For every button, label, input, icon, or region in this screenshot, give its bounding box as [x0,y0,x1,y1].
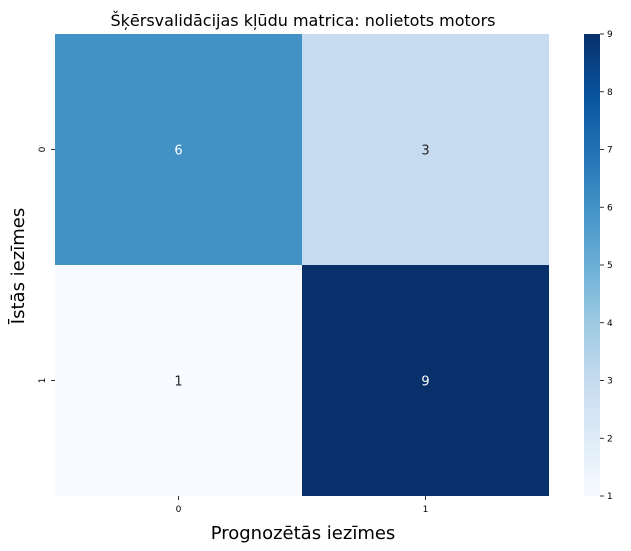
colorbar-tick-label: 5 [607,261,613,271]
heatmap-cell [55,265,302,496]
cell-value-label: 6 [174,144,182,159]
heatmap-cells: 6 3 1 9 [55,34,549,496]
cell-value-label: 3 [421,144,429,159]
x-axis-label: Prognozētās iezīmes [211,523,396,544]
heatmap-cell [55,34,302,265]
colorbar-tick-label: 8 [607,88,613,98]
cell-value-label: 1 [174,375,182,390]
y-axis-label: Īstās iezīmes [7,208,29,324]
heatmap-cell [302,265,549,496]
chart-title: Šķērsvalidācijas kļūdu matrica: nolietot… [111,11,496,30]
x-tick-label: 0 [176,505,182,515]
heatmap-cell [302,34,549,265]
colorbar-tick-label: 2 [607,434,613,444]
colorbar-tick-label: 6 [607,203,613,213]
y-tick-label: 0 [38,146,48,152]
colorbar-tick-label: 7 [607,146,613,156]
cell-value-label: 9 [421,375,429,390]
colorbar-tick-label: 1 [607,492,613,502]
axis-ticks: 0 1 0 1 [38,146,428,515]
colorbar-tick-label: 3 [607,377,613,387]
x-tick-label: 1 [423,505,429,515]
colorbar-tick-label: 9 [607,30,613,40]
y-tick-label: 1 [38,378,48,384]
colorbar [584,34,600,496]
colorbar-ticks: 1 2 3 4 5 6 7 8 9 [600,30,613,502]
colorbar-tick-label: 4 [607,319,613,329]
